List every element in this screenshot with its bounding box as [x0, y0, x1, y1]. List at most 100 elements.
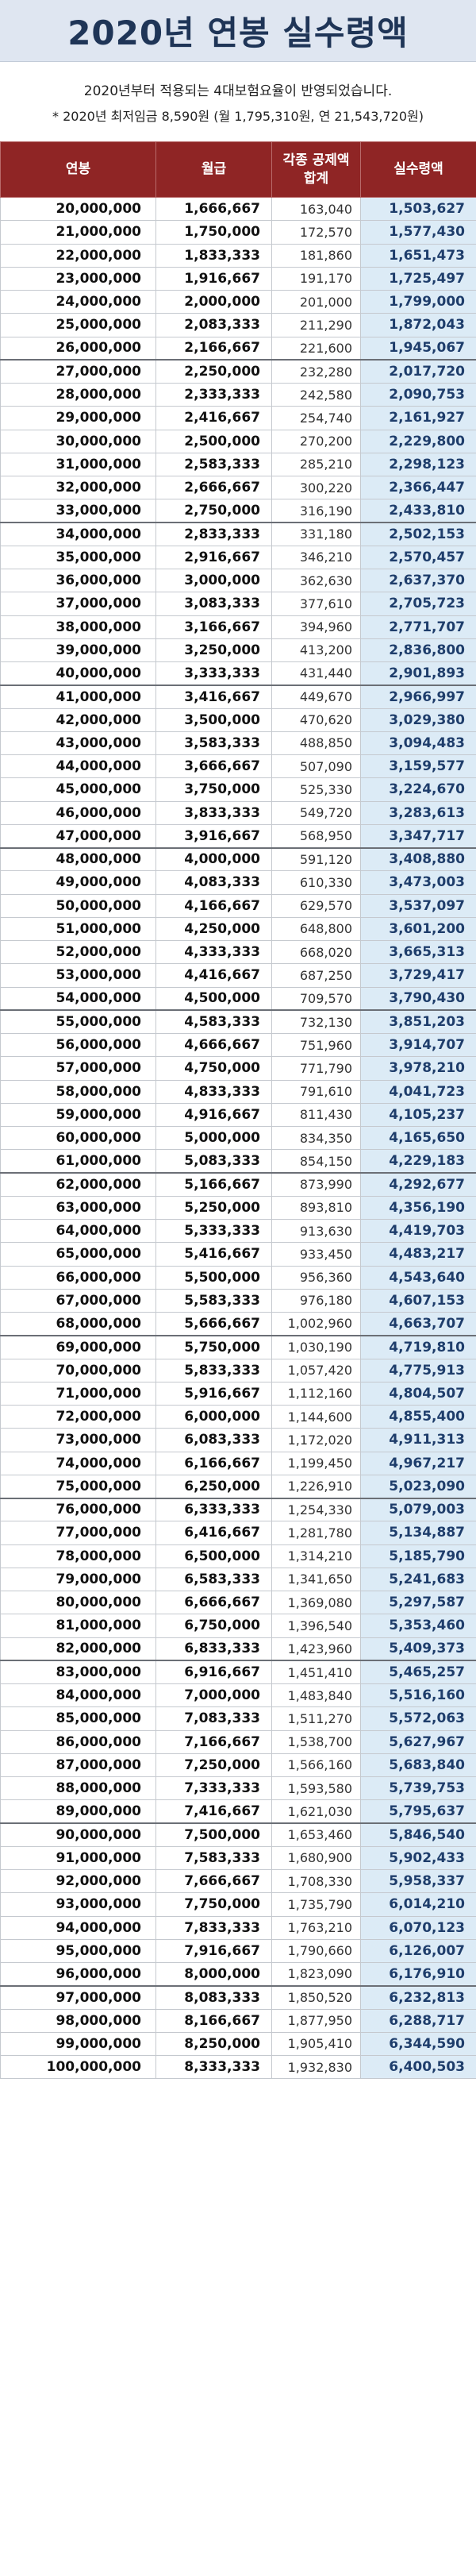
annual-salary-cell: 51,000,000	[0, 916, 156, 942]
annual-salary-cell: 22,000,000	[0, 243, 156, 268]
annual-salary-cell: 27,000,000	[0, 359, 156, 384]
salary-table: 연봉 월급 각종 공제액 합계 실수령액 20,000,000 1,666,667…	[0, 141, 476, 2080]
table-row: 45,000,000 3,750,000 525,330 3,224,670	[0, 777, 476, 802]
table-row: 35,000,000 2,916,667 346,210 2,570,457	[0, 545, 476, 570]
net-pay-cell: 4,419,703	[360, 1218, 476, 1244]
net-pay-cell: 5,353,460	[360, 1614, 476, 1638]
table-row: 73,000,000 6,083,333 1,172,020 4,911,313	[0, 1428, 476, 1452]
table-row: 70,000,000 5,833,333 1,057,420 4,775,913	[0, 1358, 476, 1382]
net-pay-cell: 2,637,370	[360, 568, 476, 593]
annual-salary-cell: 32,000,000	[0, 475, 156, 500]
net-pay-cell: 1,945,067	[360, 336, 476, 361]
annual-salary-cell: 48,000,000	[0, 846, 156, 872]
deduction-cell: 300,220	[271, 475, 361, 500]
annual-salary-cell: 99,000,000	[0, 2031, 156, 2057]
table-row: 54,000,000 4,500,000 709,570 3,790,430	[0, 986, 476, 1011]
net-pay-cell: 3,224,670	[360, 777, 476, 802]
deduction-cell: 1,483,840	[271, 1683, 361, 1708]
monthly-salary-cell: 8,166,667	[155, 2008, 272, 2033]
monthly-salary-cell: 4,666,667	[155, 1032, 272, 1058]
table-row: 51,000,000 4,250,000 648,800 3,601,200	[0, 916, 476, 942]
table-row: 77,000,000 6,416,667 1,281,780 5,134,887	[0, 1521, 476, 1545]
net-pay-cell: 5,409,373	[360, 1637, 476, 1661]
table-row: 31,000,000 2,583,333 285,210 2,298,123	[0, 452, 476, 477]
table-row: 64,000,000 5,333,333 913,630 4,419,703	[0, 1218, 476, 1244]
net-pay-cell: 4,804,507	[360, 1381, 476, 1406]
table-row: 85,000,000 7,083,333 1,511,270 5,572,063	[0, 1706, 476, 1731]
monthly-salary-cell: 4,083,333	[155, 870, 272, 895]
monthly-salary-cell: 7,333,333	[155, 1776, 272, 1801]
table-row: 69,000,000 5,750,000 1,030,190 4,719,810	[0, 1334, 476, 1359]
net-pay-cell: 2,836,800	[360, 638, 476, 663]
net-pay-cell: 5,023,090	[360, 1474, 476, 1499]
net-pay-cell: 5,902,433	[360, 1845, 476, 1871]
monthly-salary-cell: 2,750,000	[155, 499, 272, 523]
monthly-salary-cell: 3,166,667	[155, 615, 272, 639]
monthly-salary-cell: 3,500,000	[155, 708, 272, 732]
monthly-salary-cell: 3,666,667	[155, 754, 272, 779]
table-row: 79,000,000 6,583,333 1,341,650 5,241,683	[0, 1567, 476, 1592]
monthly-salary-cell: 4,916,667	[155, 1102, 272, 1128]
deduction-cell: 191,170	[271, 266, 361, 291]
monthly-salary-cell: 5,166,667	[155, 1171, 272, 1197]
monthly-salary-cell: 5,916,667	[155, 1381, 272, 1406]
net-pay-cell: 1,799,000	[360, 289, 476, 314]
net-pay-cell: 2,090,753	[360, 382, 476, 407]
annual-salary-cell: 40,000,000	[0, 661, 156, 686]
net-pay-cell: 3,029,380	[360, 708, 476, 732]
monthly-salary-cell: 5,833,333	[155, 1358, 272, 1382]
table-row: 87,000,000 7,250,000 1,566,160 5,683,840	[0, 1753, 476, 1778]
table-row: 96,000,000 8,000,000 1,823,090 6,176,910	[0, 1961, 476, 1987]
deduction-cell: 1,850,520	[271, 1984, 361, 2010]
annual-salary-cell: 23,000,000	[0, 266, 156, 291]
monthly-salary-cell: 6,000,000	[155, 1404, 272, 1429]
monthly-salary-cell: 4,333,333	[155, 939, 272, 965]
annual-salary-cell: 67,000,000	[0, 1288, 156, 1313]
table-row: 97,000,000 8,083,333 1,850,520 6,232,813	[0, 1984, 476, 2010]
deduction-cell: 976,180	[271, 1288, 361, 1313]
net-pay-cell: 3,283,613	[360, 800, 476, 825]
deduction-cell: 956,360	[271, 1265, 361, 1290]
monthly-salary-cell: 6,500,000	[155, 1544, 272, 1568]
deduction-cell: 1,199,450	[271, 1451, 361, 1475]
monthly-salary-cell: 8,250,000	[155, 2031, 272, 2057]
deduction-cell: 811,430	[271, 1102, 361, 1128]
deduction-cell: 221,600	[271, 336, 361, 361]
annual-salary-cell: 82,000,000	[0, 1637, 156, 1661]
table-row: 95,000,000 7,916,667 1,790,660 6,126,007	[0, 1938, 476, 1964]
net-pay-cell: 5,185,790	[360, 1544, 476, 1568]
monthly-salary-cell: 2,000,000	[155, 289, 272, 314]
table-row: 59,000,000 4,916,667 811,430 4,105,237	[0, 1102, 476, 1128]
net-pay-cell: 5,572,063	[360, 1706, 476, 1731]
table-row: 53,000,000 4,416,667 687,250 3,729,417	[0, 963, 476, 988]
table-row: 44,000,000 3,666,667 507,090 3,159,577	[0, 754, 476, 779]
monthly-salary-cell: 3,833,333	[155, 800, 272, 825]
annual-salary-cell: 83,000,000	[0, 1660, 156, 1685]
net-pay-cell: 5,079,003	[360, 1497, 476, 1522]
deduction-cell: 1,653,460	[271, 1822, 361, 1847]
net-pay-cell: 4,607,153	[360, 1288, 476, 1313]
annual-salary-cell: 69,000,000	[0, 1334, 156, 1359]
deduction-cell: 1,144,600	[271, 1404, 361, 1429]
net-pay-cell: 4,041,723	[360, 1079, 476, 1104]
deduction-cell: 431,440	[271, 661, 361, 686]
monthly-salary-cell: 8,333,333	[155, 2054, 272, 2080]
table-row: 81,000,000 6,750,000 1,396,540 5,353,460	[0, 1614, 476, 1638]
table-row: 78,000,000 6,500,000 1,314,210 5,185,790	[0, 1544, 476, 1568]
annual-salary-cell: 26,000,000	[0, 336, 156, 361]
net-pay-cell: 6,176,910	[360, 1961, 476, 1987]
annual-salary-cell: 94,000,000	[0, 1915, 156, 1940]
annual-salary-cell: 52,000,000	[0, 939, 156, 965]
monthly-salary-cell: 4,166,667	[155, 893, 272, 918]
net-pay-cell: 6,344,590	[360, 2031, 476, 2057]
notes: 2020년부터 적용되는 4대보험요율이 반영되었습니다. * 2020년 최저…	[0, 62, 476, 141]
table-row: 88,000,000 7,333,333 1,593,580 5,739,753	[0, 1776, 476, 1801]
net-pay-cell: 5,627,967	[360, 1730, 476, 1754]
monthly-salary-cell: 5,583,333	[155, 1288, 272, 1313]
deduction-cell: 1,790,660	[271, 1938, 361, 1964]
net-pay-cell: 2,366,447	[360, 475, 476, 500]
monthly-salary-cell: 7,833,333	[155, 1915, 272, 1940]
monthly-salary-cell: 6,250,000	[155, 1474, 272, 1499]
monthly-salary-cell: 3,750,000	[155, 777, 272, 802]
annual-salary-cell: 96,000,000	[0, 1961, 156, 1987]
